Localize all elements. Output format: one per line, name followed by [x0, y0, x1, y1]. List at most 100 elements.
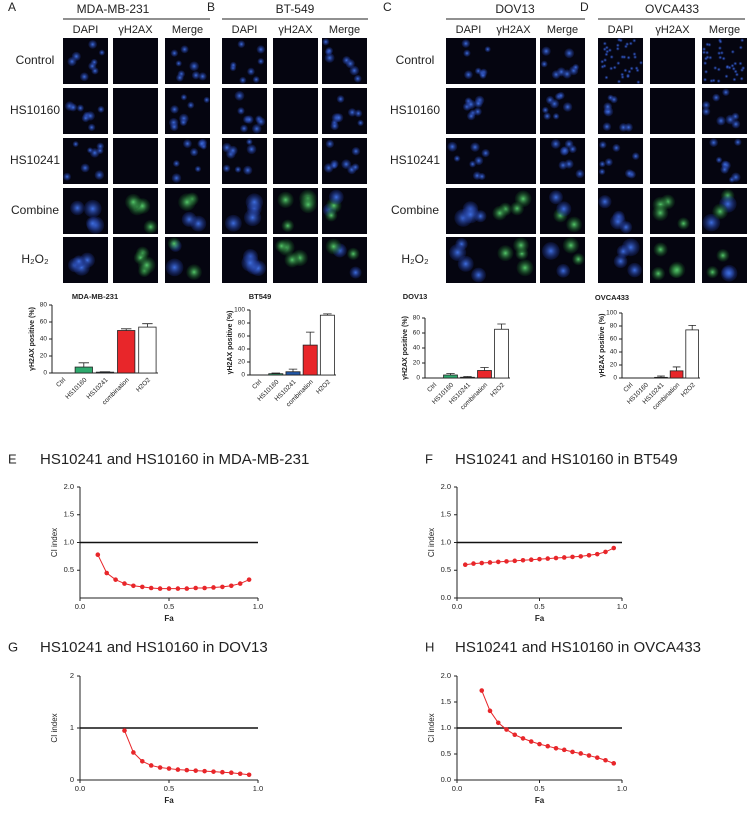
nucleus: [284, 252, 300, 268]
nucleus: [87, 147, 94, 154]
micrograph: [702, 188, 747, 234]
nucleus: [727, 65, 732, 70]
nucleus: [246, 144, 257, 155]
column-header: γH2AX: [655, 24, 690, 36]
nucleus: [351, 163, 360, 171]
nucleus: [481, 148, 490, 158]
nucleus: [718, 46, 722, 50]
micrograph: [165, 38, 210, 84]
x-tick-label: 0.5: [164, 784, 174, 793]
micrograph: [222, 138, 267, 184]
nucleus: [349, 266, 362, 279]
nucleus: [627, 262, 642, 278]
error-bar: [305, 331, 315, 346]
bar: [117, 330, 136, 374]
nucleus: [237, 107, 245, 115]
nucleus: [325, 209, 338, 222]
nucleus: [230, 61, 237, 69]
micrograph: [446, 138, 491, 184]
ci-point: [175, 767, 181, 772]
row-label: Combine: [391, 203, 439, 217]
nucleus: [612, 65, 617, 70]
nucleus: [461, 205, 480, 224]
error-bar: [323, 313, 332, 316]
nucleus: [734, 138, 742, 146]
x-tick-label: 0.5: [164, 602, 174, 611]
nucleus: [552, 113, 560, 120]
micrograph: [598, 188, 643, 234]
y-tick-label: 20: [610, 362, 618, 369]
chart-title: BT549: [249, 292, 272, 301]
column-header: Merge: [709, 24, 740, 36]
column-header: Merge: [547, 24, 578, 36]
nucleus: [540, 60, 548, 68]
nucleus: [70, 200, 85, 216]
y-axis-label: γH2AX positive (%): [227, 311, 234, 375]
nucleus: [143, 219, 158, 234]
micrograph-bg: [540, 38, 585, 84]
nucleus: [720, 51, 724, 55]
ci-point: [512, 732, 518, 738]
chart-title: HS10241 and HS10160 in DOV13: [40, 639, 268, 656]
panel-letter: B: [207, 0, 215, 14]
cell-line-header: DOV13: [495, 2, 535, 16]
nucleus: [256, 117, 266, 127]
y-tick-label: 1.0: [64, 537, 74, 546]
nucleus: [603, 58, 607, 62]
nucleus: [624, 169, 634, 178]
ci-point: [229, 583, 234, 589]
ci-point: [586, 753, 592, 758]
nucleus: [243, 208, 262, 227]
nucleus: [463, 49, 471, 57]
error-bar: [142, 323, 153, 328]
micrograph-bg: [491, 138, 536, 184]
nucleus: [612, 143, 621, 152]
error-bar: [271, 372, 281, 374]
y-tick-label: 2.0: [441, 482, 451, 491]
bar: [74, 366, 93, 374]
nucleus: [186, 264, 202, 280]
nucleus: [275, 239, 288, 253]
x-tick-label: 0.5: [534, 602, 544, 611]
y-axis-label: γH2AX positive (%): [599, 314, 606, 378]
nucleus: [732, 77, 737, 82]
x-axis-label: Fa: [535, 796, 545, 805]
nucleus: [633, 55, 637, 59]
nucleus: [178, 193, 196, 211]
micrograph-bg: [113, 138, 158, 184]
micrograph: [322, 237, 367, 283]
y-tick-label: 0.5: [64, 565, 74, 574]
bar: [477, 370, 492, 379]
nucleus: [564, 139, 574, 149]
micrograph: [650, 138, 695, 184]
nucleus: [632, 52, 637, 56]
nucleus: [558, 160, 568, 170]
column-header: γH2AX: [118, 24, 153, 36]
nucleus: [731, 172, 741, 182]
micrograph: [650, 88, 695, 134]
micrograph: [702, 138, 747, 184]
nucleus: [556, 201, 572, 217]
micrograph: [491, 237, 536, 283]
y-tick-label: 20: [413, 360, 421, 367]
y-tick-label: 60: [610, 336, 618, 343]
ci-point: [246, 577, 252, 582]
nucleus: [478, 172, 486, 181]
nucleus: [167, 237, 181, 250]
nucleus: [88, 40, 98, 49]
column-header: γH2AX: [496, 24, 531, 36]
nucleus: [497, 245, 514, 262]
x-tick-label: 0.0: [452, 784, 462, 793]
panel-letter: C: [383, 0, 392, 14]
y-axis-label: γH2AX positive (%): [29, 307, 36, 371]
nucleus: [708, 55, 713, 60]
y-tick-label: 1.0: [441, 537, 451, 546]
nucleus: [180, 94, 188, 101]
ci-point: [479, 560, 485, 566]
y-tick-label: 20: [40, 353, 48, 360]
x-tick-label: Ctrl: [426, 381, 438, 393]
nucleus: [620, 75, 625, 79]
column-header: γH2AX: [278, 24, 313, 36]
ci-point: [561, 747, 567, 753]
